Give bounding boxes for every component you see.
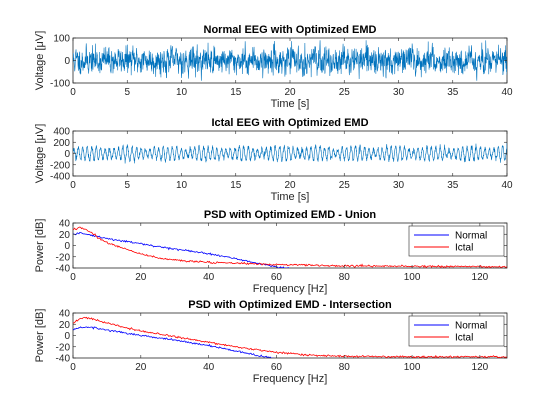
x-tick-label: 30 xyxy=(393,87,405,98)
legend-box xyxy=(408,225,505,257)
x-tick-label: 80 xyxy=(339,362,351,373)
y-tick-label: 100 xyxy=(53,34,70,45)
y-tick-label: -20 xyxy=(56,252,71,263)
x-tick-label: 0 xyxy=(70,87,76,98)
legend-label: Normal xyxy=(455,231,487,242)
x-tick-label: 25 xyxy=(339,87,351,98)
x-tick-label: 15 xyxy=(230,87,242,98)
y-tick-label: 200 xyxy=(53,138,70,149)
y-tick-label: 20 xyxy=(59,230,71,241)
x-tick-label: 40 xyxy=(501,87,513,98)
x-tick-label: 0 xyxy=(70,180,76,191)
y-axis-label: Voltage [μV] xyxy=(34,31,46,91)
x-tick-label: 60 xyxy=(271,362,283,373)
traces xyxy=(73,142,507,164)
legend-label: Ictal xyxy=(455,243,473,254)
x-tick-label: 120 xyxy=(472,272,489,283)
x-tick-label: 120 xyxy=(472,362,489,373)
legend-box xyxy=(408,315,505,347)
x-axis-label: Frequency [Hz] xyxy=(253,373,328,385)
x-tick-label: 35 xyxy=(447,87,459,98)
x-tick-label: 40 xyxy=(203,362,215,373)
x-tick-label: 5 xyxy=(124,180,130,191)
y-tick-label: 40 xyxy=(59,219,71,230)
series-line xyxy=(73,40,507,81)
x-tick-label: 100 xyxy=(404,362,421,373)
traces xyxy=(73,316,507,358)
legend-label: Normal xyxy=(455,321,487,332)
x-tick-label: 20 xyxy=(135,272,147,283)
x-tick-label: 20 xyxy=(284,87,296,98)
x-tick-label: 20 xyxy=(284,180,296,191)
series-line-normal xyxy=(73,326,274,358)
y-tick-label: -20 xyxy=(56,342,71,353)
x-tick-label: 35 xyxy=(447,180,459,191)
x-tick-label: 15 xyxy=(230,180,242,191)
x-tick-label: 100 xyxy=(404,272,421,283)
y-tick-label: 400 xyxy=(53,127,70,138)
x-tick-label: 40 xyxy=(203,272,215,283)
x-tick-label: 60 xyxy=(271,272,283,283)
x-tick-label: 30 xyxy=(393,180,405,191)
traces xyxy=(73,226,507,268)
y-tick-label: -40 xyxy=(56,264,71,275)
y-tick-label: 0 xyxy=(64,56,70,67)
x-axis-label: Time [s] xyxy=(271,191,310,203)
x-tick-label: 10 xyxy=(176,180,188,191)
x-axis-label: Frequency [Hz] xyxy=(253,283,328,295)
y-axis-label: Power [dB] xyxy=(34,219,46,273)
y-tick-label: -200 xyxy=(50,160,70,171)
x-tick-label: 40 xyxy=(501,180,513,191)
series-line-normal xyxy=(73,232,290,268)
series-line xyxy=(73,142,507,164)
chart-title: PSD with Optimized EMD - Union xyxy=(204,209,377,221)
x-axis-label: Time [s] xyxy=(271,98,310,110)
x-tick-label: 5 xyxy=(124,87,130,98)
x-tick-label: 20 xyxy=(135,362,147,373)
chart-title: Ictal EEG with Optimized EMD xyxy=(211,117,368,129)
x-tick-label: 80 xyxy=(339,272,351,283)
chart-title: PSD with Optimized EMD - Intersection xyxy=(188,299,392,311)
y-tick-label: 40 xyxy=(59,309,71,320)
x-tick-label: 10 xyxy=(176,87,188,98)
y-axis-label: Voltage [μV] xyxy=(34,124,46,184)
y-tick-label: -100 xyxy=(50,79,70,90)
legend-label: Ictal xyxy=(455,333,473,344)
x-tick-label: 0 xyxy=(70,362,76,373)
y-tick-label: -40 xyxy=(56,354,71,365)
chart-title: Normal EEG with Optimized EMD xyxy=(204,24,377,36)
traces xyxy=(73,40,507,81)
series-line-ictal xyxy=(73,316,507,358)
y-axis-label: Power [dB] xyxy=(34,309,46,363)
x-tick-label: 25 xyxy=(339,180,351,191)
y-tick-label: 0 xyxy=(64,331,70,342)
y-tick-label: -400 xyxy=(50,172,70,183)
y-tick-label: 0 xyxy=(64,149,70,160)
y-tick-label: 20 xyxy=(59,320,71,331)
series-line-ictal xyxy=(73,226,507,268)
y-tick-label: 0 xyxy=(64,241,70,252)
x-tick-label: 0 xyxy=(70,272,76,283)
